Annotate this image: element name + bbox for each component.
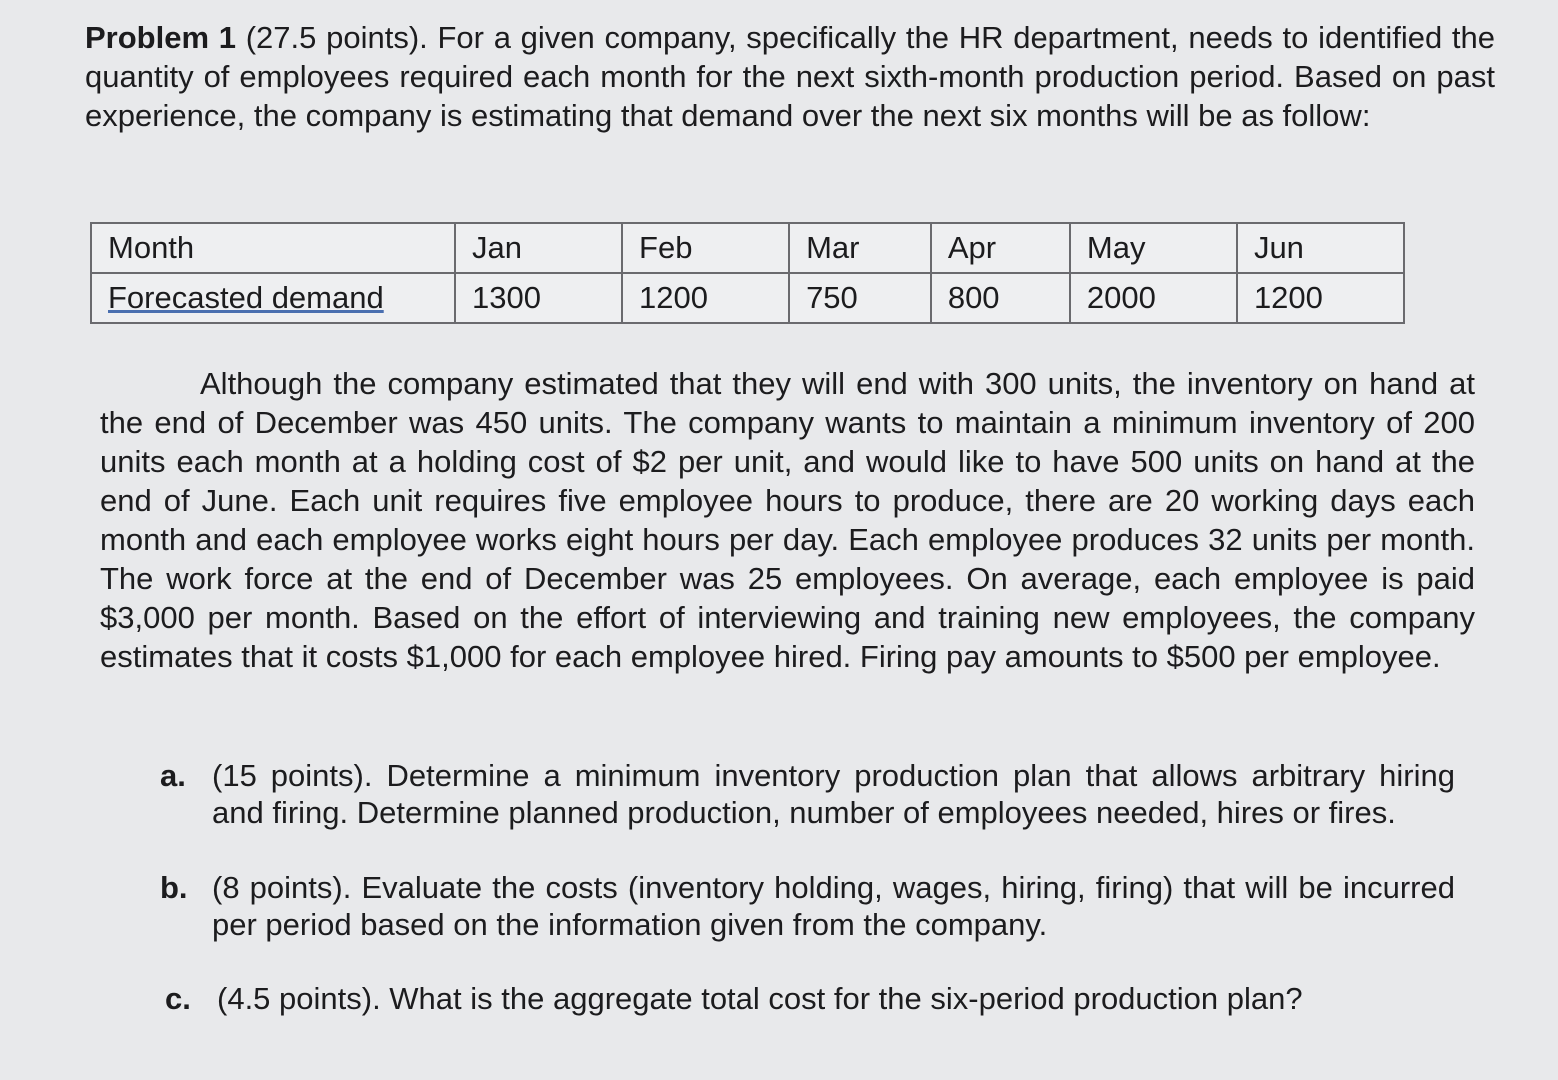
table-cell: Forecasted demand: [90, 272, 456, 324]
table-cell: Jun: [1235, 222, 1406, 274]
table-cell: 750: [788, 272, 932, 324]
question-text: (8 points). Evaluate the costs (inventor…: [212, 870, 1455, 942]
table-cell: 1200: [621, 272, 791, 324]
table-cell: 800: [929, 272, 1071, 324]
table-cell: 1200: [1235, 272, 1406, 324]
problem-title: Problem 1: [85, 20, 236, 55]
table-cell: Apr: [929, 222, 1071, 274]
question-b: b. (8 points). Evaluate the costs (inven…: [160, 869, 1455, 943]
question-text: (4.5 points). What is the aggregate tota…: [217, 981, 1303, 1016]
demand-table: Month Jan Feb Mar Apr May Jun Forecasted…: [90, 222, 1406, 324]
question-label: a.: [160, 758, 186, 793]
question-c: c. (4.5 points). What is the aggregate t…: [165, 980, 1460, 1017]
table-cell: Feb: [621, 222, 791, 274]
problem-intro-text: (27.5 points). For a given company, spec…: [85, 20, 1495, 133]
table-row: Forecasted demand 1300 1200 750 800 2000…: [90, 272, 1406, 324]
question-label: c.: [165, 981, 191, 1016]
table-cell: 1300: [453, 272, 624, 324]
table-cell: May: [1068, 222, 1238, 274]
table-cell: Jan: [453, 222, 624, 274]
table-header-row: Month Jan Feb Mar Apr May Jun: [90, 222, 1406, 274]
table-cell: Month: [90, 222, 456, 274]
table-cell: 2000: [1068, 272, 1238, 324]
table-cell: Mar: [788, 222, 932, 274]
question-a: a. (15 points). Determine a minimum inve…: [160, 757, 1455, 831]
problem-intro: Problem 1 (27.5 points). For a given com…: [85, 18, 1495, 135]
question-label: b.: [160, 870, 188, 905]
problem-details: Although the company estimated that they…: [100, 366, 1475, 674]
question-text: (15 points). Determine a minimum invento…: [212, 758, 1455, 830]
